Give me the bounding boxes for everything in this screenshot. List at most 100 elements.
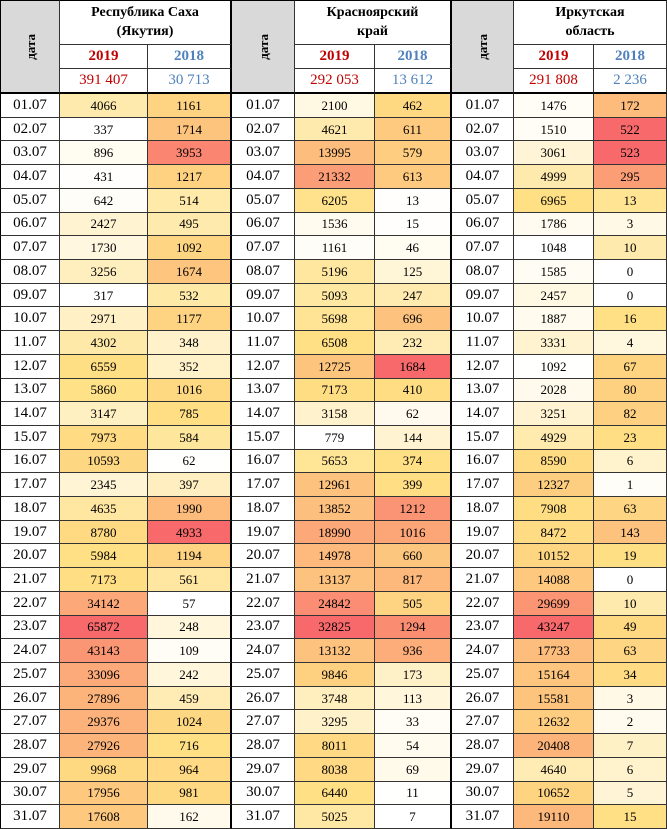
total-2019: 291 808 xyxy=(514,69,594,94)
irkutsk-2019-value-cell: 10652 xyxy=(514,781,594,806)
irkutsk-2019-value-cell: 1887 xyxy=(514,307,594,332)
date-cell: 15.07 xyxy=(232,425,295,450)
krasnoyarsk-2018-value-cell: 374 xyxy=(375,449,452,474)
irkutsk-2019-value-cell: 1476 xyxy=(514,94,594,118)
krasnoyarsk-2019-value-cell: 32825 xyxy=(295,615,375,640)
saha-2019-value-cell: 7973 xyxy=(60,425,148,450)
date-cell: 20.07 xyxy=(0,544,60,569)
krasnoyarsk-2019-value-cell: 21332 xyxy=(295,165,375,189)
saha-2018-value-cell: 716 xyxy=(148,734,232,758)
irkutsk-2018-value-cell: 143 xyxy=(594,520,667,545)
date-cell: 01.07 xyxy=(232,94,295,118)
saha-2018-value-cell: 584 xyxy=(148,425,232,450)
date-cell: 10.07 xyxy=(232,307,295,332)
krasnoyarsk-2018-value-cell: 696 xyxy=(375,307,452,332)
saha-2019-value-cell: 2971 xyxy=(60,307,148,332)
krasnoyarsk-2018-value-cell: 7 xyxy=(375,805,452,829)
date-cell: 02.07 xyxy=(232,117,295,142)
krasnoyarsk-2018-value-cell: 660 xyxy=(375,544,452,569)
krasnoyarsk-2019-value-cell: 1536 xyxy=(295,212,375,237)
date-cell: 14.07 xyxy=(452,402,514,426)
krasnoyarsk-2018-value-cell: 462 xyxy=(375,94,452,118)
krasnoyarsk-2018-value-cell: 410 xyxy=(375,378,452,403)
saha-2019-value-cell: 29376 xyxy=(60,710,148,735)
krasnoyarsk-2019-value-cell: 5653 xyxy=(295,449,375,474)
date-cell: 23.07 xyxy=(0,615,60,640)
date-cell: 06.07 xyxy=(0,212,60,237)
irkutsk-2018-value-cell: 522 xyxy=(594,117,667,142)
krasnoyarsk-2019-value-cell: 18990 xyxy=(295,520,375,545)
date-cell: 26.07 xyxy=(232,686,295,711)
irkutsk-2019-value-cell: 12327 xyxy=(514,473,594,498)
year-2019-label: 2019 xyxy=(514,45,594,69)
date-cell: 27.07 xyxy=(232,710,295,735)
saha-2019-value-cell: 9968 xyxy=(60,757,148,782)
saha-2018-value-cell: 1177 xyxy=(148,307,232,332)
date-cell: 20.07 xyxy=(232,544,295,569)
saha-2018-value-cell: 348 xyxy=(148,331,232,355)
krasnoyarsk-2018-value-cell: 46 xyxy=(375,236,452,260)
krasnoyarsk-2018-value-cell: 144 xyxy=(375,425,452,450)
irkutsk-2018-value-cell: 63 xyxy=(594,639,667,664)
krasnoyarsk-2019-value-cell: 12725 xyxy=(295,354,375,379)
saha-2019-value-cell: 7173 xyxy=(60,568,148,592)
date-cell: 09.07 xyxy=(452,283,514,308)
krasnoyarsk-2019-value-cell: 3295 xyxy=(295,710,375,735)
krasnoyarsk-2019-value-cell: 4621 xyxy=(295,117,375,142)
date-cell: 15.07 xyxy=(0,425,60,450)
krasnoyarsk-2019-value-cell: 13137 xyxy=(295,568,375,592)
date-cell: 31.07 xyxy=(452,805,514,829)
saha-2019-value-cell: 43143 xyxy=(60,639,148,664)
date-cell: 09.07 xyxy=(232,283,295,308)
saha-2018-value-cell: 1217 xyxy=(148,165,232,189)
date-cell: 04.07 xyxy=(0,165,60,189)
saha-2018-value-cell: 1161 xyxy=(148,94,232,118)
date-cell: 29.07 xyxy=(0,757,60,782)
saha-2018-value-cell: 57 xyxy=(148,591,232,616)
krasnoyarsk-2018-value-cell: 15 xyxy=(375,212,452,237)
saha-2018-value-cell: 248 xyxy=(148,615,232,640)
irkutsk-2019-value-cell: 4929 xyxy=(514,425,594,450)
saha-2019-value-cell: 642 xyxy=(60,188,148,213)
date-cell: 23.07 xyxy=(232,615,295,640)
saha-2019-value-cell: 27896 xyxy=(60,686,148,711)
total-2018: 2 236 xyxy=(594,69,667,94)
krasnoyarsk-2018-value-cell: 1212 xyxy=(375,497,452,521)
krasnoyarsk-2018-value-cell: 399 xyxy=(375,473,452,498)
saha-2019-value-cell: 65872 xyxy=(60,615,148,640)
date-cell: 09.07 xyxy=(0,283,60,308)
date-cell: 25.07 xyxy=(452,663,514,687)
year-2018-label: 2018 xyxy=(375,45,452,69)
date-cell: 02.07 xyxy=(452,117,514,142)
date-cell: 19.07 xyxy=(452,520,514,545)
date-column-header-label: дата xyxy=(475,33,490,60)
date-cell: 03.07 xyxy=(452,141,514,166)
irkutsk-2018-value-cell: 0 xyxy=(594,568,667,592)
irkutsk-2018-value-cell: 49 xyxy=(594,615,667,640)
saha-2019-value-cell: 5860 xyxy=(60,378,148,403)
saha-2019-value-cell: 4302 xyxy=(60,331,148,355)
krasnoyarsk-2018-value-cell: 54 xyxy=(375,734,452,758)
saha-2019-value-cell: 2427 xyxy=(60,212,148,237)
date-cell: 10.07 xyxy=(452,307,514,332)
irkutsk-2018-value-cell: 10 xyxy=(594,236,667,260)
irkutsk-2019-value-cell: 20408 xyxy=(514,734,594,758)
date-cell: 04.07 xyxy=(452,165,514,189)
krasnoyarsk-2018-value-cell: 69 xyxy=(375,757,452,782)
saha-2018-value-cell: 981 xyxy=(148,781,232,806)
date-cell: 30.07 xyxy=(0,781,60,806)
krasnoyarsk-2018-value-cell: 232 xyxy=(375,331,452,355)
date-cell: 04.07 xyxy=(232,165,295,189)
krasnoyarsk-2019-value-cell: 5093 xyxy=(295,283,375,308)
date-cell: 07.07 xyxy=(232,236,295,260)
krasnoyarsk-2018-value-cell: 11 xyxy=(375,781,452,806)
date-cell: 08.07 xyxy=(452,259,514,284)
krasnoyarsk-2019-value-cell: 6205 xyxy=(295,188,375,213)
irkutsk-2019-value-cell: 8590 xyxy=(514,449,594,474)
krasnoyarsk-2018-value-cell: 125 xyxy=(375,259,452,284)
date-cell: 14.07 xyxy=(232,402,295,426)
date-cell: 22.07 xyxy=(0,591,60,616)
irkutsk-2019-value-cell: 1510 xyxy=(514,117,594,142)
krasnoyarsk-2018-value-cell: 13 xyxy=(375,188,452,213)
